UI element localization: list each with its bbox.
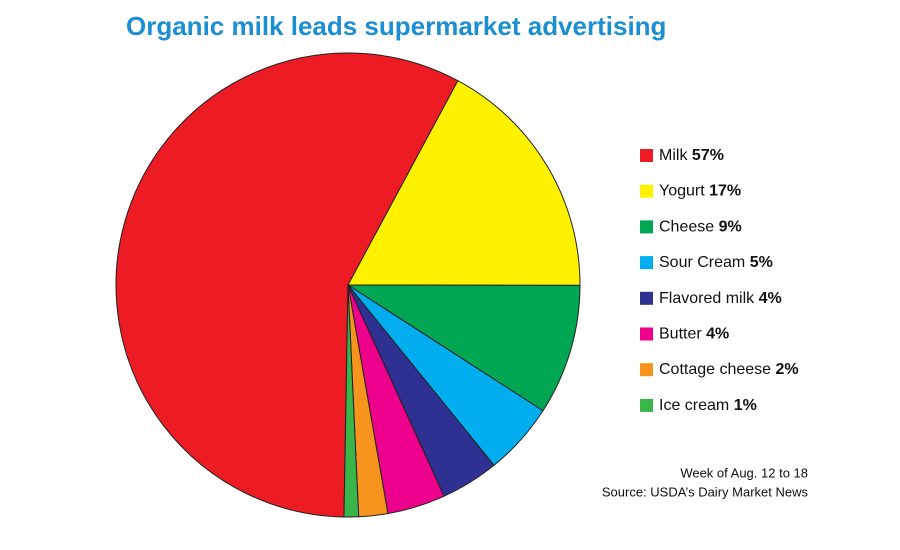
- legend-swatch: [640, 398, 653, 412]
- legend-label: Flavored milk 4%: [659, 290, 782, 307]
- legend-value: 9%: [719, 219, 742, 236]
- legend-label: Ice cream 1%: [659, 397, 757, 414]
- legend-label: Yogurt 17%: [659, 183, 741, 200]
- legend-value: 5%: [750, 254, 773, 271]
- legend-name: Milk: [659, 147, 688, 164]
- legend-label: Butter 4%: [659, 326, 729, 343]
- legend-value: 17%: [709, 183, 741, 200]
- legend-value: 2%: [776, 361, 799, 378]
- legend-value: 4%: [759, 290, 782, 307]
- legend-name: Butter: [659, 326, 702, 343]
- legend-value: 57%: [692, 147, 724, 164]
- pie-slice: [346, 284, 581, 412]
- legend-swatch: [640, 149, 653, 162]
- legend-name: Yogurt: [659, 183, 705, 200]
- legend-swatch: [640, 184, 653, 198]
- legend-name: Flavored milk: [659, 290, 755, 307]
- legend-swatch: [640, 220, 653, 234]
- chart-title: Organic milk leads supermarket advertisi…: [126, 11, 666, 41]
- legend-label: Sour Cream 5%: [659, 254, 773, 271]
- legend-label: Cottage cheese 2%: [659, 361, 799, 378]
- legend-name: Cheese: [659, 219, 714, 236]
- legend-value: 4%: [706, 326, 729, 343]
- pie-slice: [115, 52, 459, 518]
- pie-slice: [347, 79, 581, 286]
- pie-slice: [343, 284, 360, 518]
- legend-swatch: [640, 291, 653, 305]
- legend-swatch: [640, 256, 653, 270]
- legend-name: Sour Cream: [659, 254, 745, 271]
- annotation: Week of Aug. 12 to 18: [680, 465, 808, 480]
- legend-value: 1%: [734, 397, 757, 414]
- legend-name: Cottage cheese: [659, 361, 771, 378]
- legend-swatch: [640, 327, 653, 341]
- legend-label: Cheese 9%: [659, 219, 742, 236]
- legend-name: Ice cream: [659, 397, 729, 414]
- legend-label: Milk 57%: [659, 147, 724, 164]
- legend-swatch: [640, 363, 653, 377]
- annotation: Source: USDA’s Dairy Market News: [602, 484, 809, 499]
